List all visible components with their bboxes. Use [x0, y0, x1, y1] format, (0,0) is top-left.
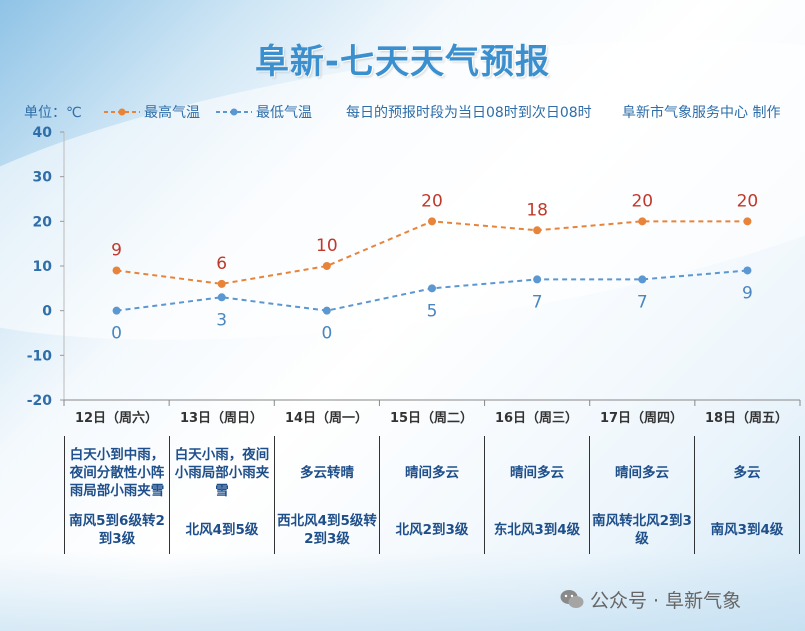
watermark-text: 公众号 · 阜新气象 [590, 590, 742, 612]
low-legend-marker [216, 108, 252, 116]
day-cell: 多云 南风3到4级 [695, 436, 799, 554]
low-temp-point [743, 266, 752, 275]
unit-label: 单位：℃ [24, 105, 82, 121]
wechat-icon [560, 590, 584, 608]
high-temp-data-label: 10 [316, 236, 338, 256]
y-tick-label: 0 [42, 304, 52, 320]
low-temp-point [112, 306, 121, 315]
wind-text: 南风5到6级转2到3级 [69, 513, 165, 547]
low-temp-point [638, 275, 647, 284]
high-temp-point [322, 262, 331, 270]
day-cell: 多云转晴 西北风4到5级转2到3级 [275, 436, 379, 554]
column-divider [589, 436, 590, 554]
page-title: 阜新-七天天气预报 [254, 42, 551, 82]
low-temp-data-label: 9 [742, 283, 753, 303]
wind-text: 西北风4到5级转2到3级 [277, 513, 377, 547]
low-temp-data-label: 0 [321, 324, 332, 344]
high-temp-point [428, 217, 436, 226]
day-header: 13日（周日） [179, 411, 264, 426]
y-tick-label: 20 [33, 214, 53, 230]
day-cell: 白天小雨，夜间小雨局部小雨夹雪 北风4到5级 [170, 436, 274, 554]
y-tick-label: -10 [27, 348, 53, 364]
day-cell: 晴间多云 北风2到3级 [380, 436, 484, 554]
y-tick-label: 30 [33, 170, 53, 186]
wind-text: 南风转北风2到3级 [592, 513, 692, 547]
high-temp-line [116, 220, 748, 285]
low-temp-data-label: 3 [216, 310, 227, 330]
high-temp-data-label: 20 [737, 191, 759, 211]
high-temp-data-label: 20 [421, 191, 443, 211]
y-tick-label: 40 [33, 125, 53, 141]
background-bottom-band [0, 551, 805, 631]
high-temp-data-label: 18 [526, 200, 548, 220]
day-header: 15日（周二） [389, 411, 474, 426]
high-temp-data-label: 20 [631, 191, 653, 211]
y-tick-label: 10 [33, 259, 53, 275]
high-legend-marker [104, 108, 140, 116]
column-divider [64, 436, 65, 554]
forecast-period-note: 每日的预报时段为当日08时到次日08时 [346, 105, 592, 121]
low-temp-data-label: 7 [532, 292, 543, 312]
low-temp-data-label: 5 [427, 301, 438, 321]
column-divider [169, 436, 170, 554]
high-temp-point [217, 279, 226, 288]
wind-text: 北风4到5级 [185, 522, 259, 538]
column-divider [484, 436, 485, 554]
wind-text: 东北风3到4级 [493, 522, 581, 538]
weather-text: 多云 [733, 465, 761, 481]
low-legend-label: 最低气温 [256, 105, 312, 121]
weather-text: 白天小雨，夜间小雨局部小雨夹雪 [174, 447, 270, 499]
column-divider [694, 436, 695, 554]
column-divider [799, 436, 800, 554]
high-temp-point [112, 266, 121, 275]
high-temp-data-label: 9 [111, 240, 122, 260]
day-header: 18日（周五） [704, 411, 789, 426]
column-divider [379, 436, 380, 554]
high-legend-label: 最高气温 [144, 105, 200, 121]
day-header: 14日（周一） [284, 411, 369, 426]
low-temp-point [322, 306, 331, 315]
wind-text: 南风3到4级 [710, 522, 784, 538]
low-temp-point [217, 293, 226, 302]
day-cell: 晴间多云 东北风3到4级 [485, 436, 589, 554]
wind-text: 北风2到3级 [395, 522, 469, 538]
low-temp-data-label: 0 [111, 324, 122, 344]
weather-text: 晴间多云 [510, 465, 564, 481]
y-tick-label: -20 [27, 393, 53, 409]
weather-text: 多云转晴 [300, 465, 354, 481]
day-cell: 白天小到中雨，夜间分散性小阵雨局部小雨夹雪 南风5到6级转2到3级 [65, 436, 169, 554]
day-header: 17日（周四） [599, 411, 684, 426]
weather-text: 白天小到中雨，夜间分散性小阵雨局部小雨夹雪 [69, 447, 165, 499]
low-temp-point [533, 275, 542, 284]
weather-text: 晴间多云 [405, 465, 459, 481]
day-header: 12日（周六） [74, 411, 159, 426]
day-header: 16日（周三） [494, 411, 579, 426]
column-divider [274, 436, 275, 554]
legend-row: 单位：℃ 最高气温 最低气温 每日的预报时段为当日08时到次日08时 阜新市气象… [0, 102, 805, 122]
day-cell: 晴间多云 南风转北风2到3级 [590, 436, 694, 554]
high-temp-point [638, 217, 647, 226]
high-temp-point [743, 217, 752, 226]
low-temp-data-label: 7 [637, 292, 648, 312]
low-temp-point [428, 284, 436, 293]
high-temp-point [533, 226, 542, 235]
weather-text: 晴间多云 [615, 465, 669, 481]
high-temp-data-label: 6 [216, 254, 227, 274]
producer-credit: 阜新市气象服务中心 制作 [622, 105, 781, 121]
